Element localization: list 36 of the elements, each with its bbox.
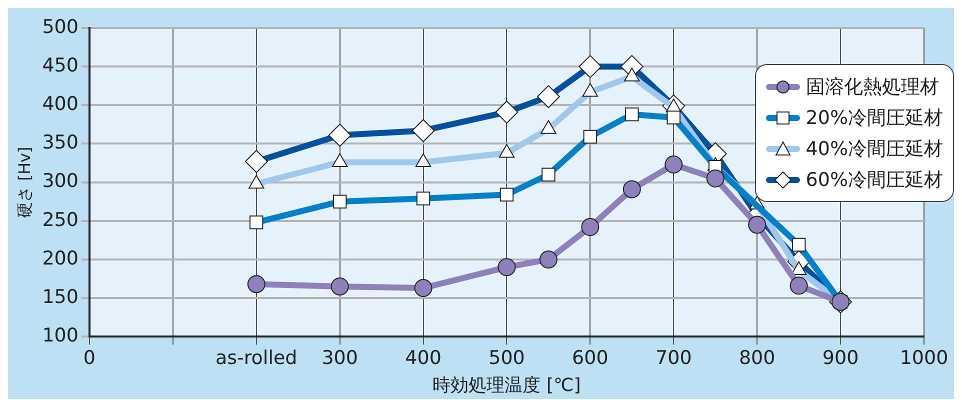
point bbox=[622, 180, 641, 198]
x-tick-label: 600 bbox=[572, 346, 608, 369]
y-tick-label: 300 bbox=[42, 170, 78, 192]
point bbox=[664, 156, 683, 174]
y-tick-label: 400 bbox=[42, 93, 78, 116]
x-tick-label: 300 bbox=[322, 346, 358, 369]
x-tick-label: 700 bbox=[656, 346, 692, 369]
y-tick-label: 350 bbox=[42, 132, 78, 154]
x-tick-label: 800 bbox=[738, 346, 776, 369]
point bbox=[247, 275, 266, 294]
x-tick-label: as-rolled bbox=[216, 346, 298, 369]
point bbox=[330, 277, 349, 296]
x-tick-label: 1000 bbox=[900, 346, 948, 369]
y-tick-label: 200 bbox=[42, 247, 78, 270]
y-tick-label: 150 bbox=[42, 286, 78, 308]
legend-label: 20%冷間圧延材 bbox=[806, 106, 943, 130]
y-tick-label: 500 bbox=[42, 16, 78, 38]
y-axis-title: 硬さ [Hv] bbox=[14, 146, 34, 218]
x-tick-label: 900 bbox=[822, 346, 859, 369]
point bbox=[748, 216, 766, 234]
point bbox=[790, 276, 808, 295]
legend-label: 40%冷間圧延材 bbox=[806, 136, 943, 162]
legend-label: 60%冷間圧延材 bbox=[806, 168, 943, 192]
point bbox=[539, 250, 558, 268]
x-tick-label: 400 bbox=[405, 346, 442, 369]
y-tick-label: 250 bbox=[42, 208, 78, 231]
y-tick-label: 450 bbox=[42, 54, 78, 77]
y-tick-label: 100 bbox=[42, 324, 78, 347]
legend-label: 固溶化熱処理材 bbox=[806, 74, 939, 100]
point bbox=[581, 218, 600, 236]
point bbox=[414, 278, 432, 297]
x-axis-title: 時効処理温度 [℃] bbox=[432, 374, 581, 396]
x-tick-label: 0 bbox=[83, 346, 96, 369]
point bbox=[706, 169, 724, 188]
x-tick-label: 500 bbox=[488, 346, 525, 369]
point bbox=[498, 258, 516, 276]
